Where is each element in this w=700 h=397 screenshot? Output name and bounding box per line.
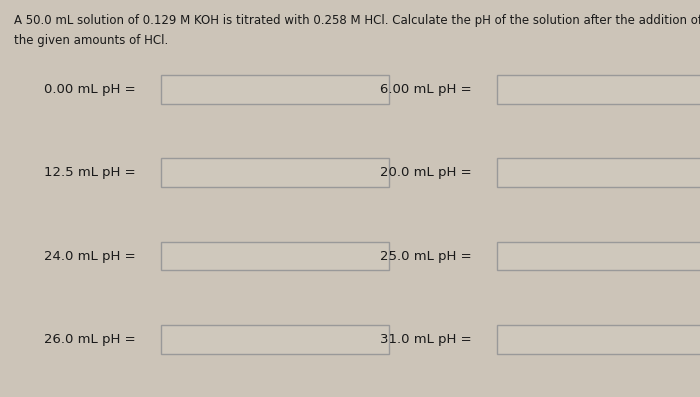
Text: 6.00 mL: 6.00 mL bbox=[380, 83, 434, 96]
Text: 24.0 mL: 24.0 mL bbox=[44, 250, 98, 262]
FancyBboxPatch shape bbox=[161, 75, 389, 104]
FancyBboxPatch shape bbox=[497, 325, 700, 354]
Text: 12.5 mL: 12.5 mL bbox=[44, 166, 98, 179]
Text: pH =: pH = bbox=[438, 83, 471, 96]
Text: pH =: pH = bbox=[102, 250, 135, 262]
Text: 20.0 mL: 20.0 mL bbox=[380, 166, 434, 179]
Text: A 50.0 mL solution of 0.129 M KOH is titrated with 0.258 M HCl. Calculate the pH: A 50.0 mL solution of 0.129 M KOH is tit… bbox=[14, 14, 700, 27]
FancyBboxPatch shape bbox=[497, 75, 700, 104]
Text: pH =: pH = bbox=[102, 166, 135, 179]
Text: pH =: pH = bbox=[438, 166, 471, 179]
FancyBboxPatch shape bbox=[497, 242, 700, 270]
FancyBboxPatch shape bbox=[497, 158, 700, 187]
Text: 26.0 mL: 26.0 mL bbox=[44, 333, 98, 346]
FancyBboxPatch shape bbox=[161, 158, 389, 187]
FancyBboxPatch shape bbox=[161, 325, 389, 354]
Text: 25.0 mL: 25.0 mL bbox=[380, 250, 434, 262]
Text: 31.0 mL: 31.0 mL bbox=[380, 333, 434, 346]
Text: pH =: pH = bbox=[102, 83, 135, 96]
Text: pH =: pH = bbox=[102, 333, 135, 346]
Text: the given amounts of HCl.: the given amounts of HCl. bbox=[14, 34, 168, 47]
Text: pH =: pH = bbox=[438, 250, 471, 262]
Text: pH =: pH = bbox=[438, 333, 471, 346]
Text: 0.00 mL: 0.00 mL bbox=[44, 83, 98, 96]
FancyBboxPatch shape bbox=[161, 242, 389, 270]
